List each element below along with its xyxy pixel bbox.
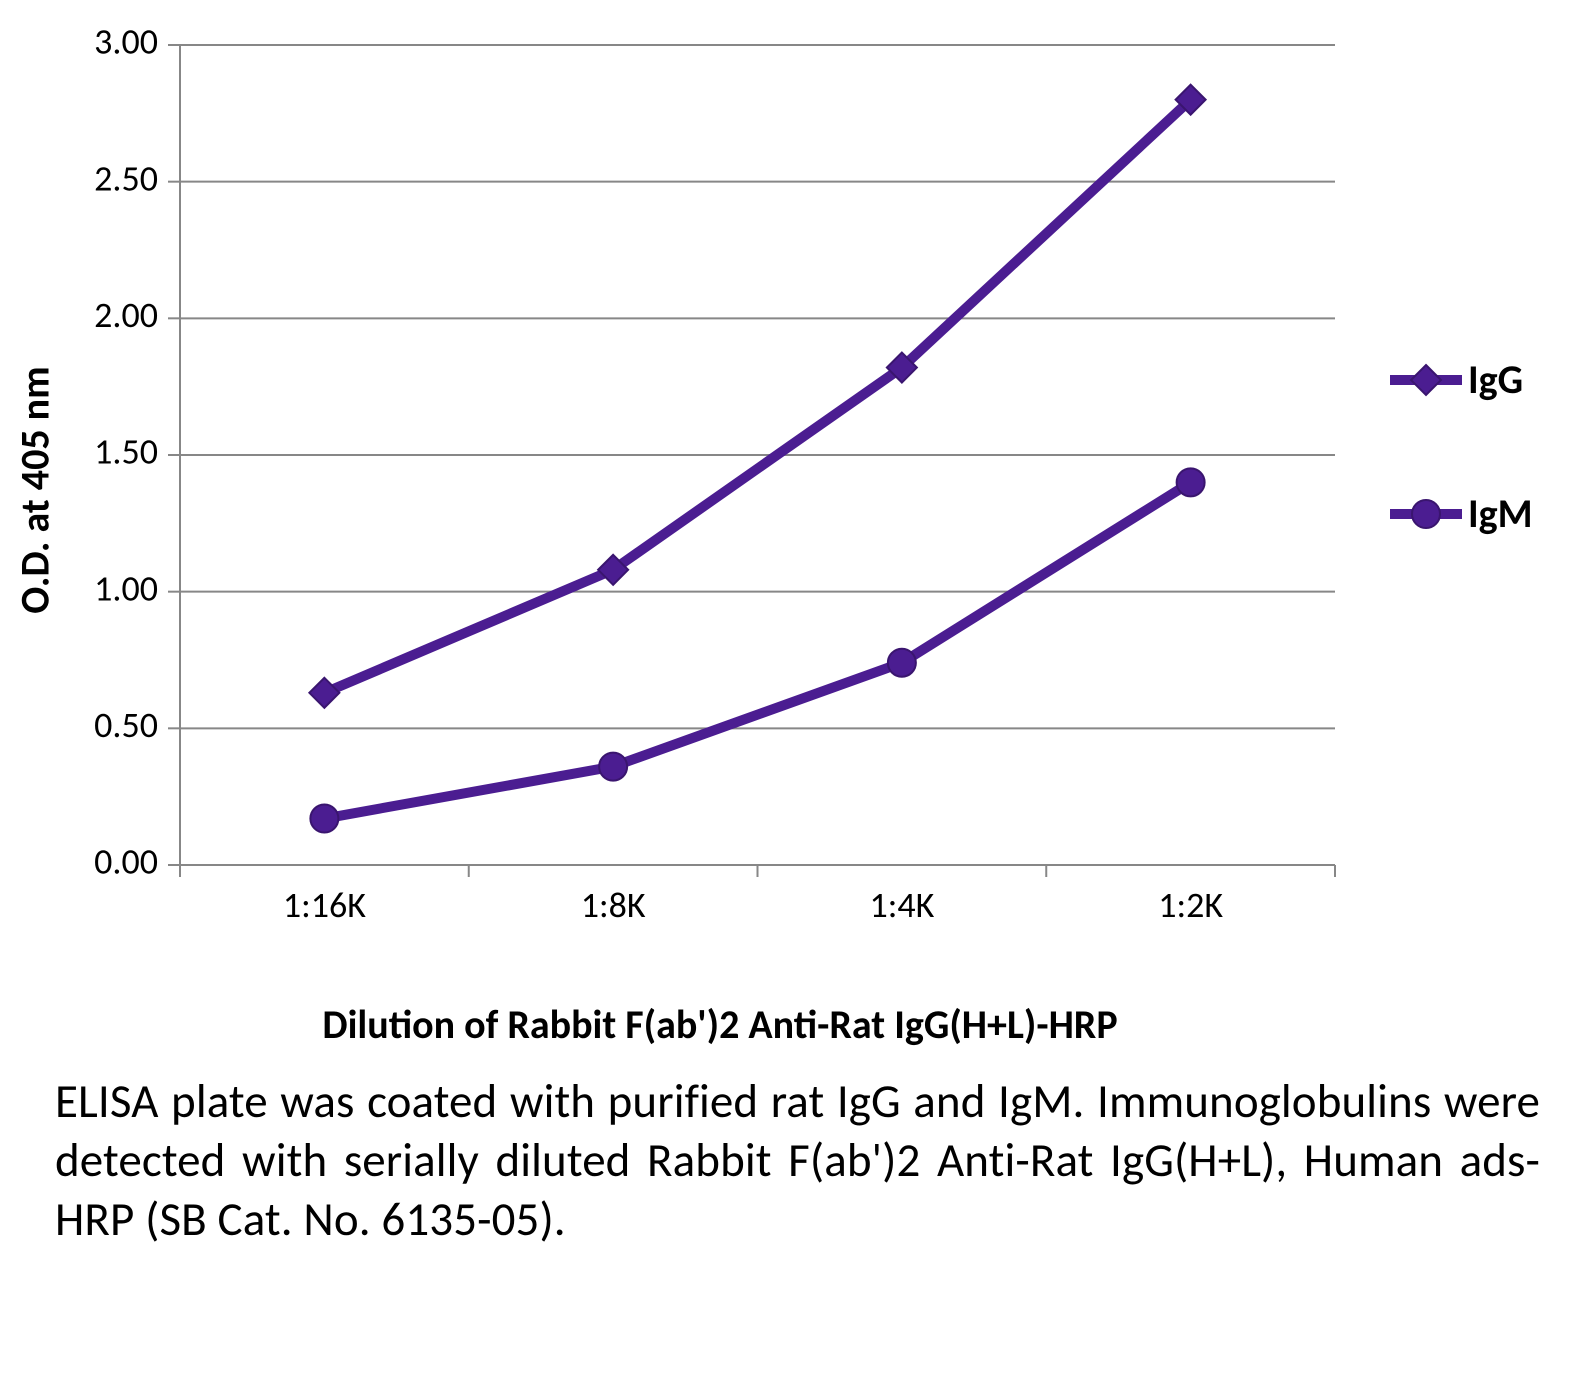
x-tick-label: 1:8K [581,883,646,927]
y-tick-label: 3.00 [94,20,158,64]
circle-icon [1409,497,1443,531]
data-point-circle [310,805,338,833]
y-tick-label: 0.00 [94,840,158,884]
data-point-circle [1177,468,1205,496]
legend-item-igg: IgG [1390,355,1533,404]
x-tick-label: 1:2K [1158,883,1223,927]
legend-item-igm: IgM [1390,489,1533,538]
figure: 0.00 0.50 1.00 1.50 2.00 2.50 3.00 1:16K 1:8K 1:4… [0,0,1590,1378]
series-line-igm [324,482,1190,818]
x-tick-label: 1:4K [869,883,934,927]
legend-label: IgG [1468,355,1523,404]
y-tick-label: 1.50 [94,430,158,474]
legend-swatch [1390,500,1462,528]
legend: IgG IgM [1390,355,1533,623]
data-point-circle [888,649,916,677]
data-point-diamond [309,678,339,708]
caption-text: ELISA plate was coated with purified rat… [55,1072,1540,1250]
y-tick-label: 1.00 [94,566,158,610]
legend-swatch [1390,366,1462,394]
chart-svg: 0.00 0.50 1.00 1.50 2.00 2.50 3.00 1:16K 1:8K 1:4… [0,0,1590,1050]
chart-container: 0.00 0.50 1.00 1.50 2.00 2.50 3.00 1:16K 1:8K 1:4… [0,0,1590,1050]
legend-label: IgM [1468,489,1533,538]
x-axis-title: Dilution of Rabbit F(ab')2 Anti-Rat IgG(… [322,1000,1117,1049]
y-tick-label: 2.50 [94,156,158,200]
data-point-circle [599,753,627,781]
series-line-igg [324,100,1190,693]
diamond-icon [1408,362,1444,398]
y-tick-label: 2.00 [94,293,158,337]
y-axis-title: O.D. at 405 nm [11,366,60,613]
y-tick-label: 0.50 [94,703,158,747]
x-tick-label: 1:16K [283,883,366,927]
